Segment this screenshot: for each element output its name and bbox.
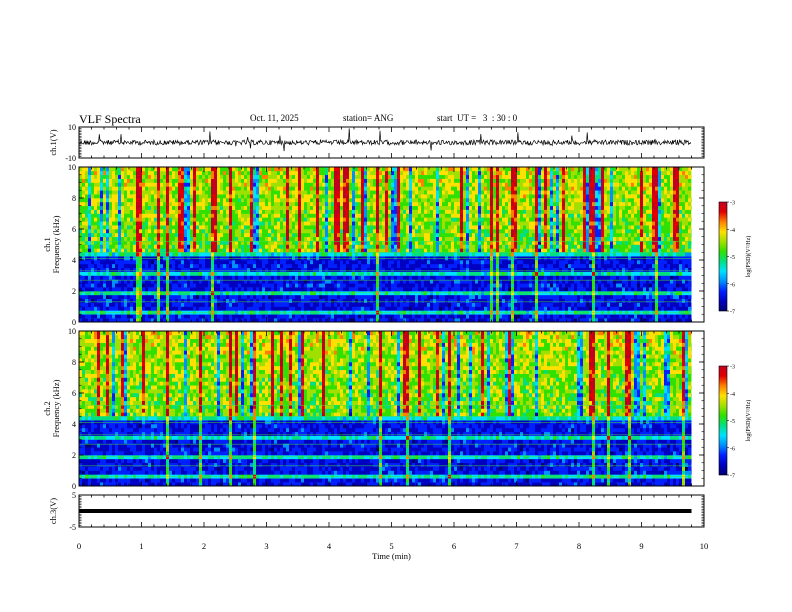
colorbar-tick-label: -7 [730, 310, 735, 316]
colorbar-tick-label: -6 [730, 446, 735, 452]
colorbar-2 [718, 365, 728, 476]
y-axis-label: ch.2 [42, 401, 52, 415]
x-tick-label: 4 [327, 541, 332, 551]
spectrogram-3 [79, 331, 692, 487]
y-tick-label: -10 [65, 154, 76, 163]
waveform-trace [78, 128, 692, 152]
colorbar-1 [718, 201, 728, 312]
y-axis-label: ch.3(V) [48, 498, 58, 524]
y-tick-label: 4 [72, 256, 76, 265]
colorbar-tick-label: -4 [730, 228, 735, 234]
x-tick-label: 9 [639, 541, 643, 551]
x-tick-label: 5 [389, 541, 393, 551]
colorbar-label: log(PSD)(V²/Hz) [745, 236, 752, 277]
colorbar-label: log(PSD)(V²/Hz) [745, 400, 752, 441]
y-axis-label: ch.1(V) [48, 129, 58, 155]
y-tick-label: 0 [72, 482, 76, 491]
waveform-1 [78, 128, 692, 152]
y-tick-label: 2 [72, 287, 76, 296]
x-tick-label: 6 [452, 541, 456, 551]
figure-title: VLF Spectra [79, 112, 141, 126]
colorbar-tick-label: -3 [730, 365, 735, 371]
y-tick-label: 8 [72, 358, 76, 367]
y-tick-label: 4 [72, 420, 76, 429]
x-tick-label: 7 [514, 541, 518, 551]
x-tick-label: 10 [700, 541, 709, 551]
x-tick-label: 0 [77, 541, 81, 551]
y-tick-label: 8 [72, 194, 76, 203]
waveform-trace [79, 509, 692, 513]
station-label: station= ANG [343, 113, 394, 123]
colorbar-tick-label: -5 [730, 419, 735, 425]
x-tick-label: 3 [264, 541, 268, 551]
waveform-4 [79, 509, 692, 513]
y-tick-label: 6 [72, 225, 76, 234]
colorbar-tick-label: -3 [730, 201, 735, 207]
colorbar-tick-label: -6 [730, 282, 735, 288]
y-tick-label: -5 [69, 523, 76, 532]
date-label: Oct. 11, 2025 [250, 113, 299, 123]
x-tick-label: 2 [202, 541, 206, 551]
y-tick-label: 10 [68, 163, 76, 172]
y-axis-label: Frequency (kHz) [51, 379, 61, 437]
y-axis-label: Frequency (kHz) [51, 215, 61, 273]
colorbar-tick-label: -5 [730, 255, 735, 261]
spectrogram-2 [79, 167, 692, 323]
y-tick-label: 0 [72, 318, 76, 327]
y-tick-label: 5 [72, 491, 76, 500]
y-axis-label: ch.1 [42, 237, 52, 251]
start-time-label: start UT = 3 : 30 : 0 [437, 113, 518, 123]
y-tick-label: 2 [72, 451, 76, 460]
x-tick-label: 1 [139, 541, 143, 551]
x-axis-label: Time (min) [372, 551, 411, 561]
x-tick-label: 8 [577, 541, 581, 551]
y-tick-label: 10 [68, 123, 76, 132]
colorbar-tick-label: -4 [730, 392, 735, 398]
y-tick-label: 10 [68, 327, 76, 336]
colorbar-tick-label: -7 [730, 474, 735, 480]
y-tick-label: 6 [72, 389, 76, 398]
